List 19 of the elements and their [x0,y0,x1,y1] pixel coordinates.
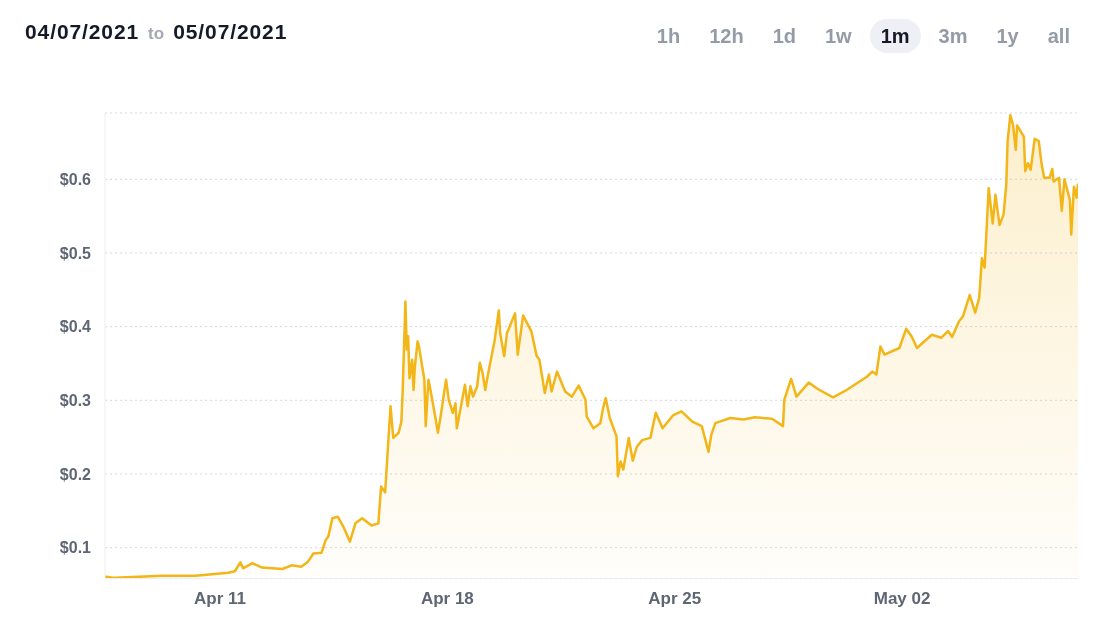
text: 3m [937,24,969,49]
chart-title: 04/07/2021 to 05/07/2021 [25,20,288,44]
y-tick-label: $0.5 [59,244,92,262]
text: 1y [995,24,1020,49]
text: all [1046,24,1071,49]
text: 1h [655,24,682,49]
y-tick-label: $0.4 [59,318,92,336]
y-tick-label: $0.1 [59,539,92,557]
text: 12h [708,24,745,49]
x-tick-label: Apr 25 [648,588,702,608]
y-tick-label: $0.3 [59,392,92,410]
text: 1w [824,24,853,49]
y-tick-label: $0.2 [59,465,92,483]
text: 1d [771,24,797,49]
y-tick-label: $0.6 [59,171,92,189]
x-tick-label: Apr 11 [194,588,247,608]
x-tick-label: May 02 [873,588,931,608]
text: 1m [869,19,921,53]
x-tick-label: Apr 18 [420,588,474,608]
